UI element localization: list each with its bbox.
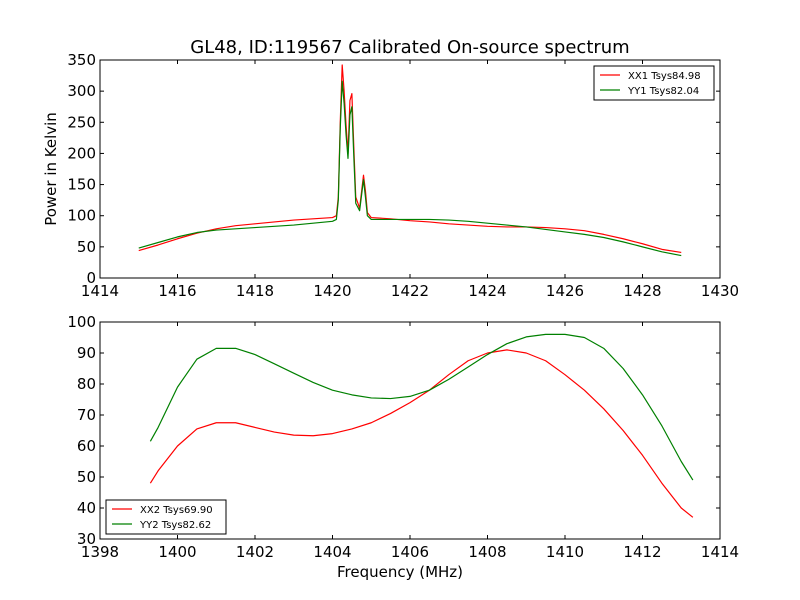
series-line-yy	[138, 80, 682, 257]
y-tick-label: 350	[67, 51, 96, 69]
x-tick-label: 1400	[158, 543, 196, 561]
series-line-xx	[149, 349, 694, 518]
x-tick-label: 1420	[313, 282, 351, 300]
y-tick-label: 70	[77, 406, 96, 424]
bottom-spectrum-plot: 1398 1400 1402 1404 1406 1408 1410 1412 1414 30 40…	[67, 313, 739, 581]
x-tick-label: 1406	[391, 543, 429, 561]
y-tick-label: 150	[67, 176, 96, 194]
x-tick-label: 1426	[546, 282, 584, 300]
x-tick-label: 1430	[701, 282, 739, 300]
x-tick-label: 1404	[313, 543, 351, 561]
y-tick-label: 80	[77, 375, 96, 393]
top-spectrum-plot: 1414 1416 1418 1420 1422 1424 1426 1428 1430 0 50 1…	[42, 51, 739, 300]
x-tick-label: 1408	[468, 543, 506, 561]
y-axis-label: Power in Kelvin	[42, 112, 60, 226]
x-tick-label: 1398	[81, 543, 119, 561]
y-tick-label: 30	[77, 530, 96, 548]
legend-box	[105, 499, 227, 535]
y-tick-label: 100	[67, 313, 96, 331]
figure-title: GL48, ID:119567 Calibrated On-source spe…	[190, 37, 629, 58]
x-tick-label: 1402	[236, 543, 274, 561]
legend: XX2 Tsys69.90 YY2 Tsys82.62	[105, 499, 227, 535]
y-tick-label: 200	[67, 144, 96, 162]
x-tick-label: 1422	[391, 282, 429, 300]
x-tick-label: 1412	[623, 543, 661, 561]
y-tick-label: 300	[67, 82, 96, 100]
series-line-yy	[149, 333, 694, 481]
x-tick-label: 1414	[81, 282, 119, 300]
x-tick-label: 1428	[623, 282, 661, 300]
y-tick-label: 50	[77, 468, 96, 486]
x-tick-label: 1424	[468, 282, 506, 300]
legend: XX1 Tsys84.98 YY1 Tsys82.04	[593, 65, 715, 101]
y-tick-label: 50	[77, 238, 96, 256]
x-tick-label: 1416	[158, 282, 196, 300]
legend-entry: XX1 Tsys84.98	[628, 71, 701, 82]
legend-entry: YY2 Tsys82.62	[139, 520, 211, 531]
x-axis-label: Frequency (MHz)	[337, 563, 463, 581]
legend-entry: YY1 Tsys82.04	[627, 86, 699, 97]
x-tick-label: 1410	[546, 543, 584, 561]
x-tick-label: 1414	[701, 543, 739, 561]
y-tick-label: 100	[67, 207, 96, 225]
y-tick-label: 40	[77, 499, 96, 517]
y-tick-label: 60	[77, 437, 96, 455]
y-tick-label: 90	[77, 344, 96, 362]
x-tick-label: 1418	[236, 282, 274, 300]
legend-box	[593, 65, 715, 101]
legend-entry: XX2 Tsys69.90	[140, 505, 213, 516]
y-tick-label: 250	[67, 113, 96, 131]
y-tick-label: 0	[86, 269, 96, 287]
